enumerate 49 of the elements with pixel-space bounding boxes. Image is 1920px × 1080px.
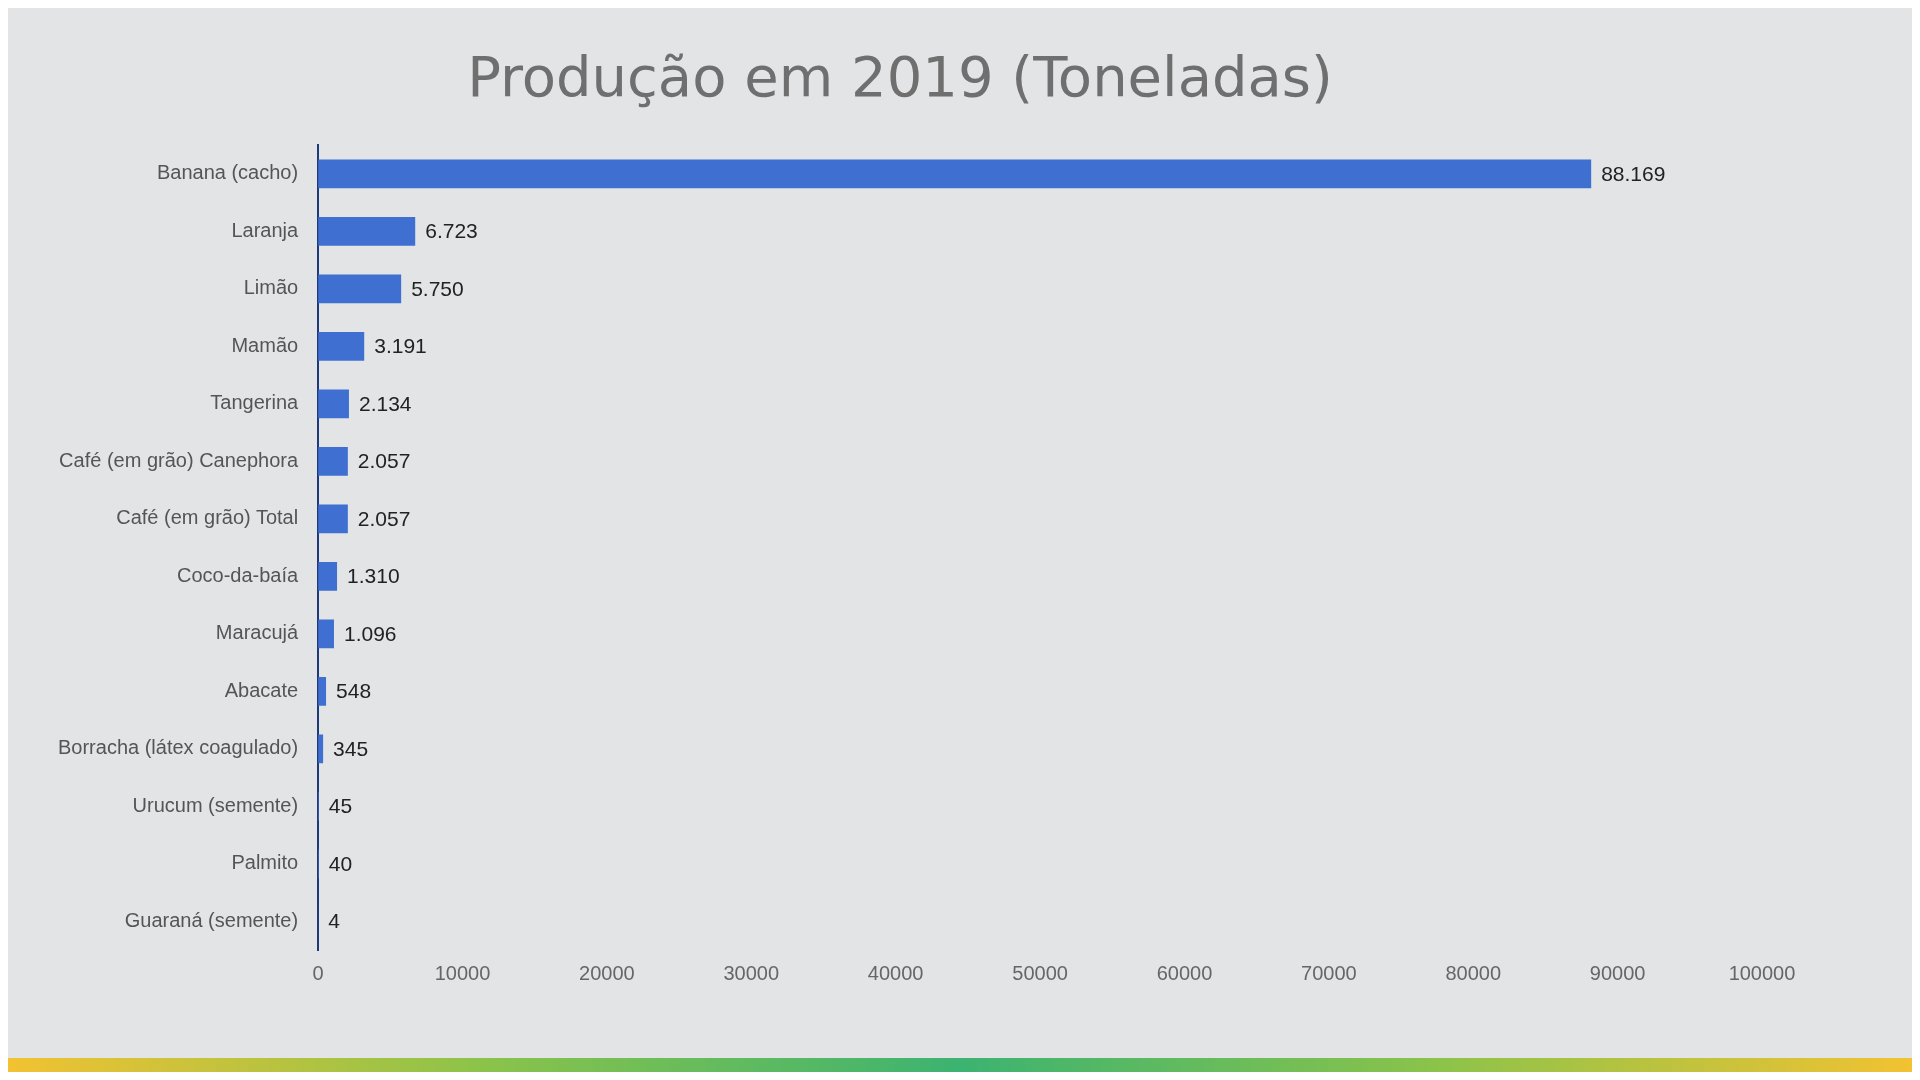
- y-tick-label: Palmito: [231, 851, 299, 874]
- y-tick-label: Café (em grão) Total: [116, 506, 299, 529]
- x-tick-label: 100000: [1728, 961, 1796, 984]
- data-label: 548: [336, 679, 372, 703]
- y-tick-label: Mamão: [231, 333, 299, 356]
- data-label: 1.310: [347, 564, 400, 588]
- y-tick-label: Tangerina: [210, 391, 300, 414]
- bar: [318, 619, 334, 649]
- data-label: 6.723: [425, 219, 478, 243]
- data-label: 4: [328, 909, 341, 933]
- x-tick-label: 60000: [1156, 961, 1213, 984]
- data-label: 40: [328, 851, 353, 875]
- y-tick-label: Guaraná (semente): [124, 908, 299, 931]
- x-tick-label: 80000: [1445, 961, 1502, 984]
- y-tick-label: Laranja: [231, 218, 300, 241]
- bar: [318, 504, 348, 534]
- x-tick-label: 30000: [723, 961, 780, 984]
- bar: [318, 217, 416, 246]
- data-label: 2.057: [357, 449, 411, 473]
- data-label: 45: [328, 794, 353, 818]
- data-label: 1.096: [343, 621, 397, 645]
- x-tick-label: 20000: [579, 961, 635, 984]
- y-tick-label: Urucum (semente): [132, 793, 299, 816]
- x-tick-label: 10000: [434, 961, 491, 984]
- chart-title: Produção em 2019 (Toneladas): [467, 44, 1333, 110]
- data-label: 88.169: [1601, 161, 1666, 185]
- bar: [318, 332, 365, 361]
- x-tick-label: 90000: [1589, 961, 1646, 984]
- y-tick-label: Banana (cacho): [156, 161, 299, 184]
- data-label: 2.134: [358, 391, 412, 415]
- x-tick-label: 50000: [1012, 961, 1068, 984]
- y-tick-label: Limão: [243, 276, 299, 299]
- bar: [318, 274, 402, 304]
- y-tick-label: Maracujá: [215, 621, 299, 644]
- bar: [318, 561, 338, 591]
- data-label: 345: [333, 736, 369, 760]
- data-label: 2.057: [357, 506, 411, 530]
- data-label: 3.191: [374, 334, 427, 358]
- data-label: 5.750: [411, 276, 464, 300]
- x-tick-label: 40000: [867, 961, 924, 984]
- y-tick-label: Coco-da-baía: [176, 563, 300, 586]
- y-tick-label: Abacate: [224, 678, 299, 701]
- x-tick-label: 0: [312, 961, 324, 984]
- bar: [318, 389, 349, 419]
- bar: [318, 447, 348, 476]
- y-tick-label: Borracha (látex coagulado): [58, 736, 299, 759]
- y-tick-label: Café (em grão) Canephora: [59, 448, 300, 471]
- x-tick-label: 70000: [1301, 961, 1357, 984]
- bar: [318, 159, 1592, 189]
